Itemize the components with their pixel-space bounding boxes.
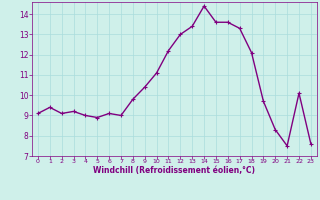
X-axis label: Windchill (Refroidissement éolien,°C): Windchill (Refroidissement éolien,°C) bbox=[93, 166, 255, 175]
